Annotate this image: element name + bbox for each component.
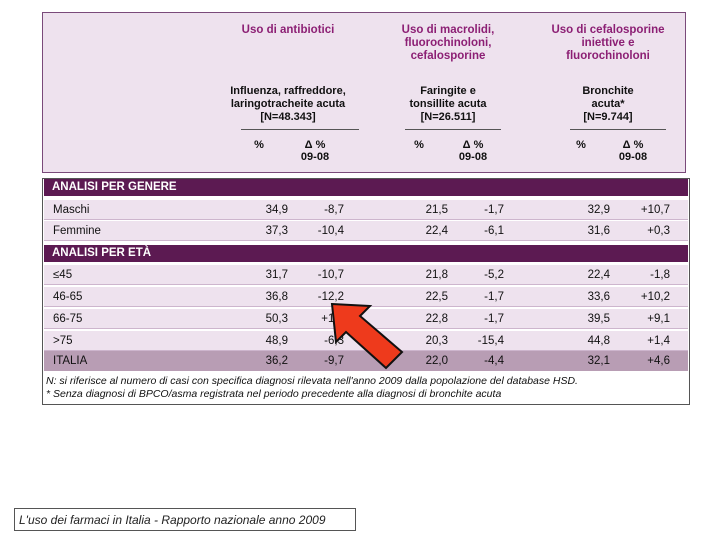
row-label: >75	[53, 335, 73, 347]
group-1-diagnosis-line1: Influenza, raffreddore,	[230, 85, 346, 97]
group-1-title: Uso di antibiotici	[241, 24, 335, 36]
cell-value: 48,9	[265, 335, 288, 347]
cell-value: -1,7	[484, 204, 504, 216]
cell-value: 32,1	[587, 355, 610, 367]
row-label: 66-75	[53, 313, 83, 325]
cell-value: 21,8	[425, 269, 448, 281]
col-pct-3: %	[576, 139, 586, 151]
cell-value: 39,5	[587, 313, 610, 325]
group-2-title: Uso di macrolidi, fluorochinoloni, cefal…	[401, 24, 495, 62]
cell-value: 37,3	[265, 225, 288, 237]
col-delta-1: Δ %	[304, 139, 326, 151]
group-2-diagnosis-line2: tonsillite acuta	[409, 98, 487, 110]
cell-value: -8,7	[324, 204, 344, 216]
row-label: ITALIA	[53, 355, 88, 367]
group-1-divider	[241, 129, 359, 130]
cell-value: -1,8	[650, 269, 670, 281]
cell-value: 21,5	[425, 204, 448, 216]
group-2-divider	[405, 129, 501, 130]
footer-box: L'uso dei farmaci in Italia - Rapporto n…	[14, 508, 356, 531]
data-table: ANALISI PER GENERE Maschi 34,9 -8,7 21,5 -1,…	[42, 178, 690, 405]
col-pct-1: %	[254, 139, 264, 151]
cell-value: -12,2	[317, 291, 344, 303]
cell-value: 22,8	[425, 313, 448, 325]
table-header-box: Uso di antibiotici Influenza, raffreddor…	[42, 12, 686, 173]
cell-value: -4,4	[484, 355, 504, 367]
group-3-title: Uso di cefalosporine iniettive e fluoroc…	[551, 24, 665, 62]
row-label: 46-65	[53, 291, 83, 303]
cell-value: -1,7	[484, 313, 504, 325]
cell-value: +10,2	[640, 291, 670, 303]
cell-value: -9,7	[324, 355, 344, 367]
row-label: Maschi	[53, 204, 90, 216]
section-gender-header: ANALISI PER GENERE	[44, 179, 688, 196]
col-delta-3: Δ %	[622, 139, 644, 151]
group-1-n: [N=48.343]	[260, 111, 316, 123]
n-note: N: si riferisce al numero di casi con sp…	[46, 375, 578, 387]
cell-value: 32,9	[587, 204, 610, 216]
cell-value: 22,0	[425, 355, 448, 367]
table-row: Femmine 37,3 -10,4 22,4 -6,1 31,6 +0,3	[44, 221, 688, 241]
group-2-n: [N=26.511]	[420, 111, 476, 123]
group-3-diagnosis-line1: Bronchite	[582, 85, 634, 97]
col-delta-years-2: 09-08	[458, 151, 488, 163]
col-delta-years-1: 09-08	[300, 151, 330, 163]
group-2-diagnosis-line1: Faringite e	[420, 85, 476, 97]
cell-value: -6,1	[484, 225, 504, 237]
col-delta-years-3: 09-08	[618, 151, 648, 163]
total-row: ITALIA 36,2 -9,7 22,0 -4,4 32,1 +4,6	[44, 351, 688, 371]
col-pct-2: %	[414, 139, 424, 151]
cell-value: 31,6	[587, 225, 610, 237]
cell-value: 33,6	[587, 291, 610, 303]
cell-value: 22,4	[587, 269, 610, 281]
table-row: ≤45 31,7 -10,7 21,8 -5,2 22,4 -1,8	[44, 265, 688, 285]
cell-value: 44,8	[587, 335, 610, 347]
table-row: Maschi 34,9 -8,7 21,5 -1,7 32,9 +10,7	[44, 200, 688, 220]
cell-value: 50,3	[265, 313, 288, 325]
cell-value: 36,8	[265, 291, 288, 303]
cell-value: +1,4	[647, 335, 670, 347]
cell-value: 22,5	[425, 291, 448, 303]
cell-value: 22,4	[425, 225, 448, 237]
col-delta-2: Δ %	[462, 139, 484, 151]
section-age-header: ANALISI PER ETÀ	[44, 245, 688, 262]
cell-value: 20,3	[425, 335, 448, 347]
star-note: * Senza diagnosi di BPCO/asma registrata…	[46, 388, 502, 400]
row-label: ≤45	[53, 269, 73, 281]
group-3-n: [N=9.744]	[583, 111, 633, 123]
cell-value: +9,1	[647, 313, 670, 325]
cell-value: +0,3	[647, 225, 670, 237]
row-label: Femmine	[53, 225, 101, 237]
cell-value: +10,7	[640, 204, 670, 216]
cell-value: +4,6	[647, 355, 670, 367]
group-1-diagnosis-line2: laringotracheite acuta	[230, 98, 346, 110]
footer-text: L'uso dei farmaci in Italia - Rapporto n…	[19, 513, 326, 527]
red-arrow-icon	[330, 302, 404, 370]
cell-value: -10,4	[317, 225, 344, 237]
cell-value: 31,7	[265, 269, 288, 281]
cell-value: -15,4	[477, 335, 504, 347]
cell-value: 34,9	[265, 204, 288, 216]
cell-value: -5,2	[484, 269, 504, 281]
group-3-divider	[570, 129, 666, 130]
cell-value: 36,2	[265, 355, 288, 367]
cell-value: -10,7	[317, 269, 344, 281]
group-3-diagnosis-line2: acuta*	[591, 98, 625, 110]
cell-value: -1,7	[484, 291, 504, 303]
